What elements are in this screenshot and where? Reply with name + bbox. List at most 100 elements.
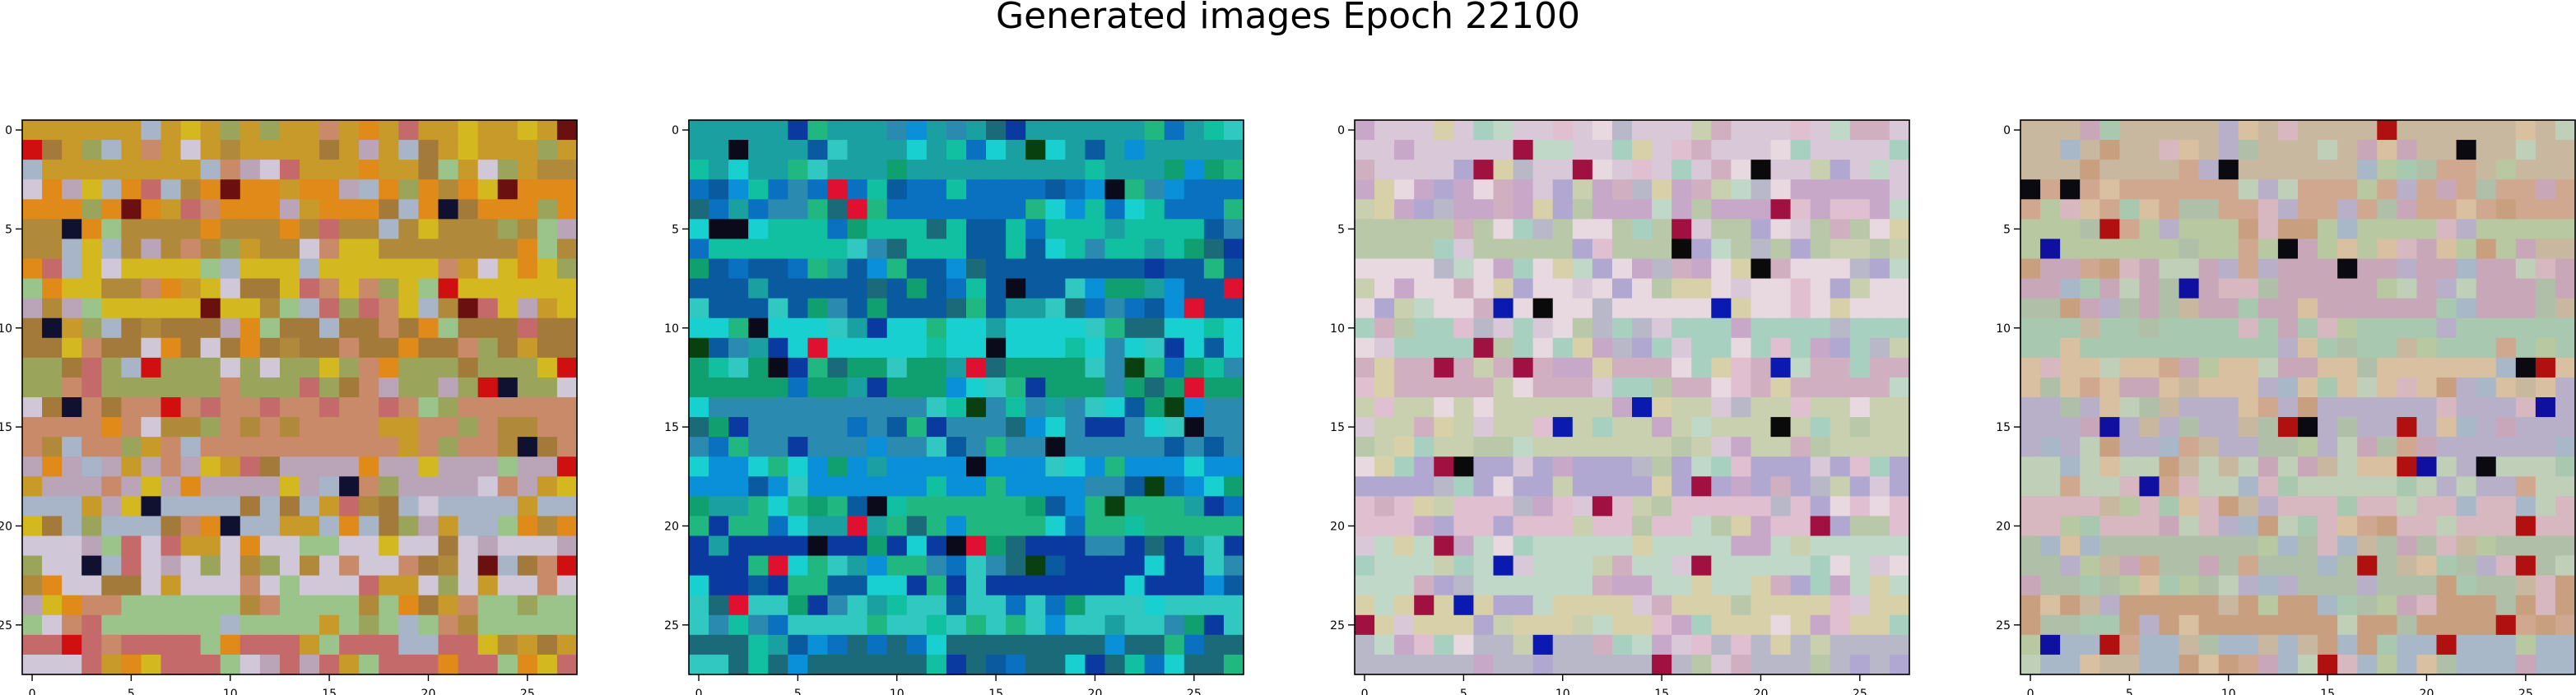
pixel bbox=[1672, 634, 1692, 656]
pixel bbox=[2397, 317, 2418, 339]
pixel bbox=[986, 634, 1007, 656]
pixel bbox=[1711, 357, 1732, 378]
pixel bbox=[2416, 120, 2438, 141]
pixel bbox=[2257, 120, 2279, 141]
pixel bbox=[2119, 634, 2141, 656]
pixel bbox=[398, 140, 420, 160]
pixel bbox=[239, 278, 261, 299]
pixel bbox=[42, 634, 63, 656]
pixel bbox=[1830, 120, 1851, 141]
pixel bbox=[1632, 298, 1653, 319]
pixel bbox=[1869, 120, 1890, 141]
pixel bbox=[2139, 317, 2160, 339]
pixel bbox=[81, 120, 102, 141]
x-tick-label: 5 bbox=[794, 688, 802, 695]
pixel bbox=[946, 258, 967, 280]
pixel bbox=[398, 614, 420, 636]
pixel bbox=[2218, 595, 2239, 616]
pixel bbox=[1434, 278, 1454, 299]
pixel bbox=[1374, 337, 1395, 359]
pixel bbox=[2535, 278, 2556, 299]
pixel bbox=[906, 575, 928, 596]
pixel bbox=[1611, 160, 1633, 180]
pixel bbox=[1355, 516, 1375, 537]
pixel bbox=[1006, 140, 1026, 160]
pixel bbox=[1751, 614, 1772, 636]
pixel bbox=[1183, 614, 1205, 636]
pixel bbox=[1104, 654, 1126, 675]
pixel bbox=[1532, 496, 1554, 517]
pixel bbox=[1889, 317, 1910, 339]
pixel bbox=[788, 437, 809, 457]
pixel bbox=[2456, 614, 2477, 636]
pixel bbox=[2337, 575, 2358, 596]
pixel bbox=[1552, 179, 1574, 200]
pixel bbox=[2198, 476, 2220, 497]
pixel bbox=[2357, 614, 2378, 636]
pixel bbox=[1869, 437, 1890, 457]
pixel bbox=[1183, 397, 1205, 418]
pixel bbox=[2436, 377, 2457, 398]
pixel bbox=[1374, 634, 1395, 656]
pixel bbox=[689, 516, 709, 537]
pixel bbox=[2377, 317, 2397, 339]
pixel bbox=[319, 476, 340, 497]
pixel bbox=[2020, 160, 2041, 180]
x-tick-label: 25 bbox=[520, 688, 535, 695]
pixel bbox=[339, 317, 360, 339]
pixel bbox=[1513, 437, 1534, 457]
pixel bbox=[2495, 140, 2517, 160]
pixel bbox=[1144, 298, 1165, 319]
pixel bbox=[847, 634, 868, 656]
pixel bbox=[827, 278, 849, 299]
pixel bbox=[1164, 456, 1185, 477]
pixel bbox=[1592, 179, 1613, 200]
pixel bbox=[160, 654, 182, 675]
pixel bbox=[2377, 337, 2397, 359]
pixel bbox=[768, 258, 788, 280]
pixel bbox=[689, 199, 709, 220]
pixel bbox=[1830, 337, 1851, 359]
pixel bbox=[1751, 357, 1772, 378]
pixel bbox=[1085, 456, 1106, 477]
pixel bbox=[2257, 179, 2279, 200]
pixel bbox=[379, 634, 399, 656]
y-tick-label: 5 bbox=[5, 223, 12, 236]
pixel bbox=[200, 634, 221, 656]
pixel bbox=[1025, 496, 1046, 517]
pixel bbox=[886, 160, 908, 180]
pixel bbox=[827, 614, 849, 636]
pixel bbox=[537, 575, 558, 596]
pixel bbox=[1532, 239, 1554, 260]
pixel bbox=[1513, 179, 1534, 200]
pixel bbox=[42, 278, 63, 299]
pixel bbox=[1394, 258, 1415, 280]
y-tick-label: 0 bbox=[2003, 124, 2011, 137]
pixel bbox=[1045, 614, 1066, 636]
pixel bbox=[1025, 120, 1046, 141]
pixel bbox=[807, 555, 829, 577]
pixel bbox=[886, 476, 908, 497]
pixel bbox=[2495, 179, 2517, 200]
pixel bbox=[2456, 476, 2477, 497]
pixel bbox=[1394, 278, 1415, 299]
pixel bbox=[2298, 298, 2318, 319]
pixel bbox=[1164, 278, 1185, 299]
pixel bbox=[748, 179, 769, 200]
pixel bbox=[2198, 377, 2220, 398]
pixel bbox=[200, 575, 221, 596]
pixel bbox=[2257, 199, 2279, 220]
pixel bbox=[458, 298, 479, 319]
pixel bbox=[2020, 219, 2041, 240]
pixel bbox=[2060, 654, 2081, 675]
pixel bbox=[827, 317, 849, 339]
pixel bbox=[1355, 575, 1375, 596]
pixel bbox=[1513, 555, 1534, 577]
pixel bbox=[1770, 535, 1792, 557]
pixel bbox=[220, 278, 241, 299]
pixel bbox=[438, 437, 459, 457]
pixel bbox=[1652, 219, 1672, 240]
pixel bbox=[517, 595, 538, 616]
pixel bbox=[1104, 417, 1126, 438]
pixel bbox=[2535, 179, 2556, 200]
